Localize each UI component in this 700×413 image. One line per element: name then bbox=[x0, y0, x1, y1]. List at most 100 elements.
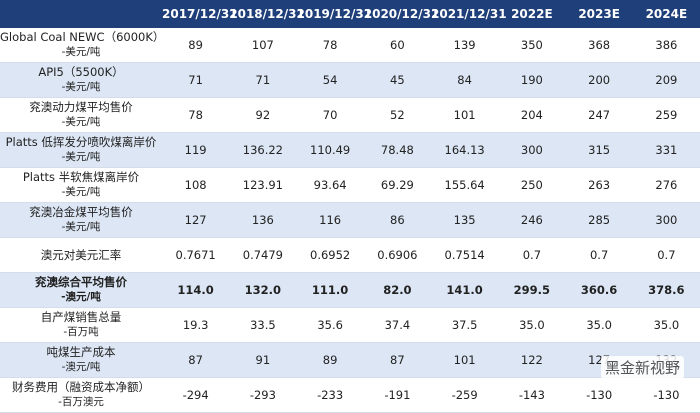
value-cell: 78 bbox=[296, 28, 364, 63]
value-cell: 141.0 bbox=[431, 272, 499, 308]
header-row: 2017/12/31 2018/12/31 2019/12/31 2020/12/31… bbox=[0, 0, 700, 28]
value-cell: 246 bbox=[498, 202, 566, 238]
table-row: 兖澳冶金煤平均售价 -美元/吨 127 136 116 86 135 246 285 300 bbox=[0, 202, 700, 238]
value-cell: -233 bbox=[296, 377, 364, 413]
value-cell: 87 bbox=[162, 342, 230, 378]
column-header: 2024E bbox=[632, 0, 700, 28]
value-cell: 331 bbox=[632, 132, 700, 168]
row-label-line: 兖澳综合平均售价 bbox=[35, 275, 127, 289]
value-cell: 155.64 bbox=[431, 167, 499, 203]
value-cell: 78 bbox=[162, 97, 230, 133]
row-label-line: -百万澳元 bbox=[58, 396, 104, 408]
value-cell: 350 bbox=[498, 28, 566, 63]
table-row: 澳元对美元汇率 0.7671 0.7479 0.6952 0.6906 0.7514 0.7… bbox=[0, 237, 700, 273]
value-cell: 19.3 bbox=[162, 307, 230, 343]
value-cell: 276 bbox=[632, 167, 700, 203]
value-cell: 82.0 bbox=[363, 272, 431, 308]
value-cell: -130 bbox=[632, 377, 700, 413]
value-cell: 136.22 bbox=[229, 132, 297, 168]
value-cell: -294 bbox=[162, 377, 230, 413]
column-header: 2021/12/31 bbox=[431, 0, 507, 28]
value-cell: -143 bbox=[498, 377, 566, 413]
value-cell: 78.48 bbox=[363, 132, 431, 168]
value-cell: 89 bbox=[162, 28, 230, 63]
table-row: 自产煤销售总量 -百万吨 19.3 33.5 35.6 37.4 37.5 35.0 35.0 3… bbox=[0, 307, 700, 343]
value-cell: 378.6 bbox=[632, 272, 700, 308]
corner-cell bbox=[0, 0, 162, 28]
row-label-line: -美元/吨 bbox=[61, 81, 101, 93]
value-cell: 101 bbox=[431, 97, 499, 133]
value-cell: 386 bbox=[632, 28, 700, 63]
value-cell: 300 bbox=[632, 202, 700, 238]
column-header: 2017/12/31 bbox=[162, 0, 238, 28]
value-cell: 119 bbox=[162, 132, 230, 168]
value-cell: 101 bbox=[431, 342, 499, 378]
row-label-line: 自产煤销售总量 bbox=[40, 310, 122, 324]
column-header: 2019/12/31 bbox=[296, 0, 372, 28]
value-cell: 114.0 bbox=[162, 272, 230, 308]
value-cell: 164.13 bbox=[431, 132, 499, 168]
row-label-line: Platts 半软焦煤离岸价 bbox=[22, 170, 140, 184]
value-cell: 54 bbox=[296, 62, 364, 98]
value-cell: 86 bbox=[363, 202, 431, 238]
value-cell: 122 bbox=[498, 342, 566, 378]
value-cell: 247 bbox=[565, 97, 633, 133]
value-cell: 139 bbox=[431, 28, 499, 63]
table-row: Platts 半软焦煤离岸价 -美元/吨 108 123.91 93.64 69.29 15… bbox=[0, 167, 700, 203]
row-label: 澳元对美元汇率 bbox=[0, 237, 162, 273]
row-label-line: 澳元对美元汇率 bbox=[40, 247, 122, 262]
row-label-line: -百万吨 bbox=[63, 326, 99, 338]
value-cell: 360.6 bbox=[565, 272, 633, 308]
column-header: 2023E bbox=[565, 0, 633, 28]
row-label: 吨煤生产成本 -澳元/吨 bbox=[0, 342, 162, 378]
value-cell: -293 bbox=[229, 377, 297, 413]
value-cell: 108 bbox=[162, 167, 230, 203]
value-cell: 91 bbox=[229, 342, 297, 378]
value-cell: 89 bbox=[296, 342, 364, 378]
row-label-line: API5（5500K） bbox=[38, 65, 124, 79]
value-cell: 209 bbox=[632, 62, 700, 98]
value-cell: -191 bbox=[363, 377, 431, 413]
value-cell: 200 bbox=[565, 62, 633, 98]
table-row: API5（5500K） -美元/吨 71 71 54 45 84 190 200 209 bbox=[0, 62, 700, 98]
row-label-line: -美元/吨 bbox=[61, 151, 101, 163]
value-cell: 70 bbox=[296, 97, 364, 133]
row-label-line: 财务费用（融资成本净额） bbox=[12, 380, 150, 394]
value-cell: 0.7 bbox=[498, 237, 566, 273]
value-cell: 259 bbox=[632, 97, 700, 133]
table-row: Platts 低挥发分喷吹煤离岸价 -美元/吨 119 136.22 110.49 78.… bbox=[0, 132, 700, 168]
value-cell: 263 bbox=[565, 167, 633, 203]
value-cell: 0.7671 bbox=[162, 237, 230, 273]
value-cell: 0.6952 bbox=[296, 237, 364, 273]
value-cell: 69.29 bbox=[363, 167, 431, 203]
value-cell: 127 bbox=[162, 202, 230, 238]
row-label-line: 兖澳动力煤平均售价 bbox=[29, 100, 133, 114]
value-cell: 190 bbox=[498, 62, 566, 98]
value-cell: 204 bbox=[498, 97, 566, 133]
value-cell: 107 bbox=[229, 28, 297, 63]
value-cell: 92 bbox=[229, 97, 297, 133]
row-label-line: -美元/吨 bbox=[61, 116, 101, 128]
value-cell: -130 bbox=[565, 377, 633, 413]
value-cell: 132.0 bbox=[229, 272, 297, 308]
value-cell: 0.6906 bbox=[363, 237, 431, 273]
row-label: API5（5500K） -美元/吨 bbox=[0, 62, 162, 98]
row-label: Global Coal NEWC（6000K） -美元/吨 bbox=[0, 28, 164, 63]
value-cell: 71 bbox=[229, 62, 297, 98]
column-header: 2022E bbox=[498, 0, 566, 28]
value-cell: 71 bbox=[162, 62, 230, 98]
value-cell: 60 bbox=[363, 28, 431, 63]
row-label-line: -澳元/吨 bbox=[61, 361, 101, 373]
value-cell: 0.7514 bbox=[431, 237, 499, 273]
row-label: 财务费用（融资成本净额） -百万澳元 bbox=[0, 377, 162, 413]
row-label: Platts 半软焦煤离岸价 -美元/吨 bbox=[0, 167, 162, 203]
table-row: 财务费用（融资成本净额） -百万澳元 -294 -293 -233 -191 -259 -14… bbox=[0, 377, 700, 413]
row-label-line: -澳元/吨 bbox=[61, 291, 101, 303]
value-cell: 116 bbox=[296, 202, 364, 238]
value-cell: 136 bbox=[229, 202, 297, 238]
row-label: 兖澳动力煤平均售价 -美元/吨 bbox=[0, 97, 162, 133]
value-cell: 35.0 bbox=[632, 307, 700, 343]
value-cell: 0.7 bbox=[565, 237, 633, 273]
